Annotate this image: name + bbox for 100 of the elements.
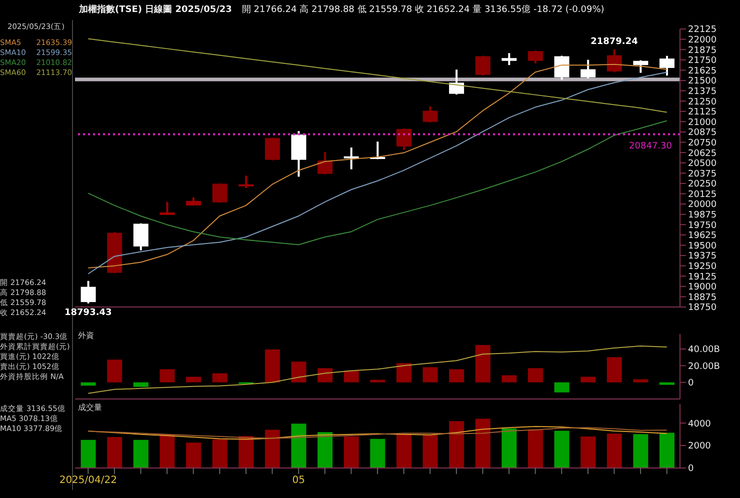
y-tick-label: 18875 [688,292,717,303]
y-tick-label: 40.00B [688,345,720,356]
y-tick-label: 20125 [688,190,717,200]
bar [291,362,306,382]
candlestick [318,151,333,176]
bar [606,434,622,468]
candlestick [212,182,228,204]
chart-title: 加權指數(TSE) 日線圖 2025/05/23 [79,5,232,15]
bar [212,439,228,468]
bar [449,369,464,382]
y-tick-label: 20250 [688,180,717,190]
y-tick-label: 18750 [688,303,717,314]
y-tick-label: 20875 [688,128,717,138]
candlestick [264,136,280,162]
y-tick-label: 19000 [688,282,717,293]
candlestick [659,54,674,77]
bar [80,382,96,386]
annotation: 18793.43 [64,308,112,318]
y-tick-label: 22000 [688,35,717,46]
y-tick-label: 19625 [688,231,717,242]
bar [264,430,280,468]
y-tick-label: 21000 [688,118,717,128]
bar [449,421,464,468]
line-series [88,346,668,394]
y-tick-label: 19750 [688,220,717,231]
y-tick-label: 0 [688,378,694,389]
bar [107,436,122,468]
bar [160,434,175,468]
bar [370,438,386,468]
y-tick-label: 19500 [688,241,717,252]
candlestick [396,128,412,151]
bar [502,375,517,382]
candlestick [475,54,490,77]
candlestick [633,59,648,74]
candlestick [344,146,359,170]
chart-subtitle: 開 21766.24 高 21798.88 低 21559.78 收 21652.24 量 3136.55億 -18.72 (-0.09%) [242,5,604,15]
y-tick-label: 20500 [688,159,717,170]
annotation: 21879.24 [590,37,638,48]
y-tick-label: 21500 [688,76,717,87]
bar [344,370,359,382]
bar [318,432,333,468]
bar [554,430,570,468]
y-tick-label: 19875 [688,210,717,221]
bar [291,424,306,468]
y-tick-label: 22125 [688,25,717,36]
bar [502,428,517,468]
candlestick [449,68,464,96]
bar [580,436,596,468]
bar [107,360,122,382]
y-tick-label: 2000 [688,442,712,452]
line-series [88,38,668,113]
y-tick-label: 20625 [688,148,717,159]
y-tick-label: 20375 [688,169,717,180]
y-tick-label: 21875 [688,46,717,56]
bar [475,345,490,382]
y-tick-label: 19125 [688,272,717,282]
ref-line-label: 20847.30 [629,142,672,152]
bar [344,436,359,468]
bar [160,369,175,382]
bar [633,379,648,382]
y-tick-label: 19250 [688,262,717,272]
y-tick-label: 20.00B [688,362,720,372]
bar [370,380,386,382]
y-tick-label: 4000 [688,419,712,430]
y-tick-label: 21625 [688,66,717,76]
candlestick [422,106,438,124]
candlestick [502,52,517,66]
bar [422,435,438,468]
candlestick [528,50,543,64]
bar [264,350,280,382]
bar [186,442,202,468]
x-tick-label: 2025/04/22 [59,475,117,486]
bar [212,373,228,382]
candlestick [133,222,148,252]
chart-title: 外資 [78,330,94,341]
bar [475,418,490,468]
bar [133,382,148,387]
x-tick-label: 05 [292,475,305,486]
y-tick-label: 21250 [688,97,717,108]
bar [633,434,648,468]
candlestick [580,58,596,80]
bar [528,429,543,468]
bar [396,363,412,382]
y-tick-label: 21750 [688,56,717,66]
candlestick [554,54,570,81]
bar [396,434,412,468]
bar [422,367,438,382]
y-tick-label: 0 [688,464,694,474]
bar [80,440,96,468]
bar [133,440,148,468]
y-tick-label: 19375 [688,252,717,262]
bar [659,382,674,385]
bar [580,376,596,382]
bar [238,436,254,468]
candlestick [160,200,175,216]
y-tick-label: 21375 [688,86,717,97]
bar [606,357,622,382]
chart-title: 成交量 [78,402,102,413]
bar [659,432,674,468]
bar [186,376,202,382]
